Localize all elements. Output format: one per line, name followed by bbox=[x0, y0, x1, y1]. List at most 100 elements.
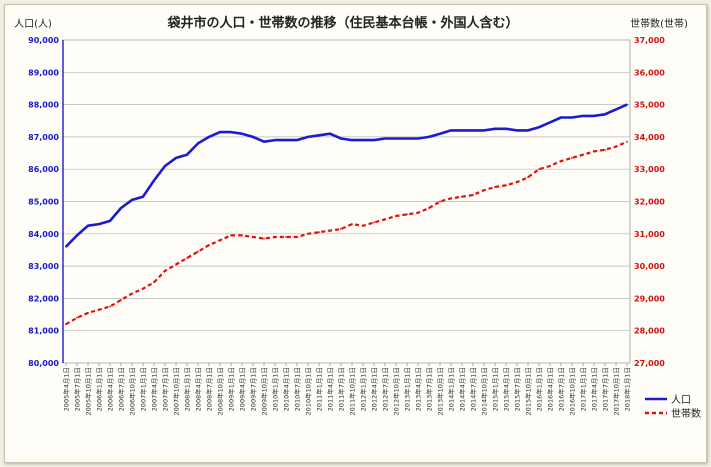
legend-label: 人口 bbox=[671, 394, 691, 406]
y-axis-left-label: 人口(人) bbox=[14, 18, 52, 30]
data-point bbox=[208, 244, 210, 247]
x-tick-label: 2009年1月1日 bbox=[227, 367, 236, 411]
data-point bbox=[417, 211, 419, 214]
x-tick-label: 2007年4月1日 bbox=[150, 367, 159, 411]
data-point bbox=[131, 292, 133, 295]
data-point bbox=[296, 236, 298, 238]
x-tick-label: 2015年1月1日 bbox=[491, 367, 500, 411]
data-point bbox=[307, 232, 309, 235]
data-point bbox=[582, 153, 584, 156]
x-tick-label: 2018年1月1日 bbox=[623, 367, 632, 411]
data-point bbox=[318, 134, 320, 137]
y-left-tick-label: 86,000 bbox=[28, 165, 59, 174]
data-point bbox=[472, 194, 474, 196]
x-tick-label: 2013年4月1日 bbox=[414, 367, 423, 411]
data-point bbox=[120, 299, 122, 301]
data-point bbox=[450, 197, 452, 200]
x-tick-label: 2005年10月1日 bbox=[84, 367, 93, 415]
x-tick-label: 2008年4月1日 bbox=[194, 367, 203, 411]
x-tick-label: 2005年7月1日 bbox=[73, 367, 82, 411]
data-point bbox=[472, 129, 474, 132]
x-tick-label: 2007年7月1日 bbox=[161, 367, 170, 411]
data-point bbox=[582, 115, 584, 117]
x-tick-label: 2008年10月1日 bbox=[216, 367, 225, 415]
data-point bbox=[384, 137, 386, 140]
data-point bbox=[571, 116, 573, 119]
data-point bbox=[307, 136, 309, 138]
data-point bbox=[461, 129, 463, 132]
data-point bbox=[109, 219, 111, 222]
data-point bbox=[285, 236, 287, 238]
data-point bbox=[175, 263, 177, 266]
data-point bbox=[285, 139, 287, 142]
data-point bbox=[153, 179, 155, 182]
x-axis-ticks: 2005年4月1日 2005年7月1日 2005年10月1日 2006年1月1日 200… bbox=[62, 363, 632, 415]
y-axis-right-label: 世帯数(世帯) bbox=[630, 17, 688, 30]
data-point bbox=[516, 129, 518, 132]
x-tick-label: 2011年7月1日 bbox=[337, 367, 346, 411]
data-point bbox=[76, 234, 78, 237]
y-left-tick-label: 83,000 bbox=[28, 262, 59, 271]
data-point bbox=[76, 316, 78, 319]
data-point bbox=[208, 136, 210, 138]
data-point bbox=[351, 223, 353, 226]
y-right-tick-label: 31,000 bbox=[634, 230, 665, 239]
data-point bbox=[274, 139, 276, 142]
data-point bbox=[263, 140, 265, 143]
y-right-tick-label: 35,000 bbox=[634, 101, 665, 110]
y-right-tick-label: 30,000 bbox=[634, 262, 665, 271]
y-right-tick-label: 36,000 bbox=[634, 68, 665, 77]
data-point bbox=[362, 139, 364, 142]
data-point bbox=[318, 231, 320, 234]
x-tick-label: 2012年1月1日 bbox=[359, 367, 368, 411]
y-left-tick-label: 80,000 bbox=[28, 359, 59, 368]
data-point bbox=[197, 250, 199, 253]
data-point bbox=[274, 236, 276, 238]
data-point bbox=[329, 229, 331, 232]
data-point bbox=[461, 195, 463, 198]
x-tick-label: 2017年7月1日 bbox=[601, 367, 610, 411]
legend-label: 世帯数 bbox=[671, 407, 701, 420]
data-point bbox=[230, 234, 232, 237]
data-point bbox=[120, 207, 122, 209]
data-point bbox=[252, 136, 254, 138]
x-tick-label: 2016年7月1日 bbox=[557, 367, 566, 411]
x-tick-label: 2008年7月1日 bbox=[205, 367, 214, 411]
x-tick-label: 2006年7月1日 bbox=[117, 367, 126, 411]
y-right-tick-label: 28,000 bbox=[634, 327, 665, 336]
data-point bbox=[417, 137, 419, 140]
x-tick-label: 2011年10月1日 bbox=[348, 367, 357, 415]
data-point bbox=[351, 139, 353, 142]
x-tick-label: 2006年4月1日 bbox=[106, 367, 115, 411]
data-point bbox=[340, 228, 342, 230]
data-point bbox=[428, 207, 430, 209]
y-left-tick-label: 88,000 bbox=[28, 101, 59, 110]
data-point bbox=[428, 136, 430, 138]
x-tick-label: 2012年4月1日 bbox=[370, 367, 379, 411]
data-point bbox=[439, 200, 441, 203]
data-point bbox=[252, 236, 254, 238]
grid-lines bbox=[62, 39, 631, 364]
data-point bbox=[65, 323, 67, 326]
data-point bbox=[362, 224, 364, 227]
x-tick-label: 2010年4月1日 bbox=[282, 367, 291, 411]
y-right-tick-label: 34,000 bbox=[634, 133, 665, 142]
data-point bbox=[626, 103, 628, 106]
x-tick-label: 2017年10月1日 bbox=[612, 367, 621, 415]
y-right-tick-label: 37,000 bbox=[634, 36, 665, 45]
y-right-tick-label: 27,000 bbox=[634, 359, 665, 368]
data-point bbox=[395, 215, 397, 217]
y-axis-left-ticks: 80,000 81,000 82,000 83,000 84,000 85,000 86,0… bbox=[28, 36, 59, 368]
data-point bbox=[505, 184, 507, 187]
y-left-tick-label: 89,000 bbox=[28, 68, 59, 77]
data-point bbox=[98, 223, 100, 226]
data-point bbox=[516, 181, 518, 184]
chart-frame: 袋井市の人口・世帯数の推移（住民基本台帳・外国人含む） 人口(人) 世帯数(世帯… bbox=[4, 4, 707, 463]
data-point bbox=[560, 116, 562, 119]
x-tick-label: 2013年10月1日 bbox=[436, 367, 445, 415]
data-point bbox=[175, 156, 177, 159]
data-point bbox=[230, 131, 232, 133]
y-left-tick-label: 87,000 bbox=[28, 133, 59, 142]
y-left-tick-label: 81,000 bbox=[28, 327, 59, 336]
